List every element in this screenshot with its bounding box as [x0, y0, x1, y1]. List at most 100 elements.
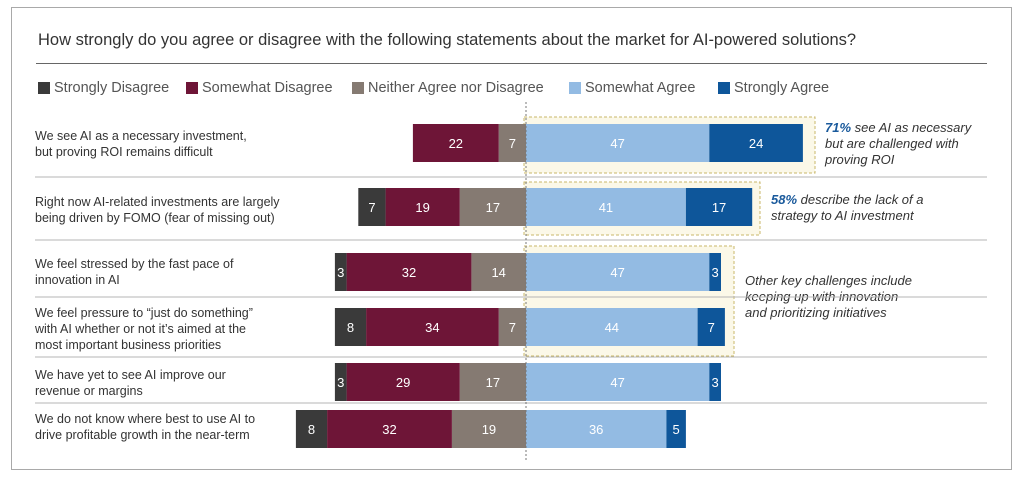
category-label-line: but proving ROI remains difficult	[35, 145, 213, 159]
bar-value-label: 5	[673, 422, 680, 437]
bar-value-label: 7	[368, 200, 375, 215]
bar-value-label: 17	[486, 375, 500, 390]
bar-value-label: 3	[337, 265, 344, 280]
annotation-2: 58% describe the lack of a strategy to AI…	[771, 192, 924, 224]
bar-somewhat-agree	[526, 188, 686, 226]
category-label: We see AI as a necessary investment, but …	[35, 128, 325, 160]
bar-value-label: 7	[708, 320, 715, 335]
category-label-line: with AI whether or not it’s aimed at the	[35, 322, 246, 336]
bar-somewhat-disagree	[346, 253, 472, 291]
bar-value-label: 8	[308, 422, 315, 437]
annotation-line: 58% describe the lack of a	[771, 192, 924, 208]
category-label: We feel pressure to “just do something” w…	[35, 305, 325, 353]
bar-strongly-disagree	[334, 253, 347, 291]
bar-somewhat-agree	[526, 363, 710, 401]
legend-swatch	[352, 82, 364, 94]
annotation-line: proving ROI	[825, 152, 971, 168]
bar-value-label: 32	[382, 422, 396, 437]
bar-neither-agree-nor-disagree	[498, 124, 526, 162]
legend-swatch	[569, 82, 581, 94]
bar-value-label: 29	[396, 375, 410, 390]
bar-neither-agree-nor-disagree	[459, 188, 526, 226]
bar-value-label: 3	[337, 375, 344, 390]
annotation-line: Other key challenges include	[745, 273, 912, 289]
bar-neither-agree-nor-disagree	[451, 410, 526, 448]
bar-somewhat-agree	[526, 253, 710, 291]
category-label-line: drive profitable growth in the near-term	[35, 428, 250, 442]
bar-value-label: 17	[486, 200, 500, 215]
bar-strongly-agree	[709, 124, 803, 162]
bar-value-label: 22	[449, 136, 463, 151]
bar-value-label: 47	[610, 375, 624, 390]
bar-strongly-disagree	[334, 308, 367, 346]
bar-value-label: 47	[610, 265, 624, 280]
legend-label: Somewhat Agree	[585, 80, 696, 96]
annotation-1: 71% see AI as necessary but are challenge…	[825, 120, 971, 168]
chart-title: How strongly do you agree or disagree wi…	[38, 31, 857, 49]
title-divider	[36, 63, 987, 64]
annotation-highlight: 71%	[825, 120, 852, 135]
category-label-line: We feel pressure to “just do something”	[35, 306, 253, 320]
legend-swatch	[186, 82, 198, 94]
annotation-text: but are challenged with	[825, 136, 959, 151]
bar-value-label: 44	[605, 320, 619, 335]
bar-neither-agree-nor-disagree	[471, 253, 526, 291]
bar-somewhat-agree	[526, 308, 698, 346]
annotation-line: strategy to AI investment	[771, 208, 924, 224]
annotation-line: 71% see AI as necessary	[825, 120, 971, 136]
annotation-text: describe the lack of a	[797, 192, 924, 207]
category-label-line: Right now AI-related investments are lar…	[35, 195, 280, 209]
category-label-line: most important business priorities	[35, 338, 222, 352]
bar-value-label: 14	[491, 265, 505, 280]
bar-somewhat-disagree	[412, 124, 499, 162]
bar-strongly-agree	[697, 308, 725, 346]
annotation-line: but are challenged with	[825, 136, 971, 152]
bar-somewhat-agree	[526, 124, 710, 162]
annotation-text: see AI as necessary	[851, 120, 972, 135]
legend-label: Strongly Disagree	[54, 80, 170, 96]
bar-somewhat-disagree	[366, 308, 499, 346]
bar-value-label: 19	[482, 422, 496, 437]
bar-value-label: 24	[749, 136, 763, 151]
bar-value-label: 17	[712, 200, 726, 215]
category-label-line: We feel stressed by the fast pace of	[35, 257, 234, 271]
bar-somewhat-disagree	[385, 188, 460, 226]
annotation-line: and prioritizing initiatives	[745, 305, 912, 321]
category-label-line: We have yet to see AI improve our	[35, 368, 226, 382]
annotation-highlight: 58%	[771, 192, 798, 207]
category-label-line: revenue or margins	[35, 384, 143, 398]
legend-label: Neither Agree nor Disagree	[368, 80, 544, 96]
bar-neither-agree-nor-disagree	[498, 308, 526, 346]
bar-strongly-agree	[709, 363, 721, 401]
category-label-line: innovation in AI	[35, 273, 120, 287]
bar-neither-agree-nor-disagree	[459, 363, 526, 401]
legend-label: Strongly Agree	[734, 80, 830, 96]
bar-strongly-disagree	[334, 363, 347, 401]
bar-somewhat-agree	[526, 410, 667, 448]
bar-value-label: 41	[599, 200, 613, 215]
bar-value-label: 19	[415, 200, 429, 215]
bar-value-label: 7	[509, 320, 516, 335]
category-label: We feel stressed by the fast pace of inno…	[35, 256, 325, 288]
bar-value-label: 7	[509, 136, 516, 151]
bar-strongly-disagree	[295, 410, 328, 448]
category-label: Right now AI-related investments are lar…	[35, 194, 325, 226]
bar-strongly-agree	[666, 410, 686, 448]
annotation-text: and prioritizing initiatives	[745, 305, 887, 320]
legend-swatch	[718, 82, 730, 94]
bar-value-label: 3	[712, 265, 719, 280]
annotation-text: strategy to AI investment	[771, 208, 914, 223]
annotation-text: proving ROI	[825, 152, 895, 167]
bar-value-label: 34	[425, 320, 439, 335]
bar-value-label: 36	[589, 422, 603, 437]
annotation-text: Other key challenges include	[745, 273, 912, 288]
bar-somewhat-disagree	[327, 410, 452, 448]
bar-strongly-agree	[685, 188, 753, 226]
bar-somewhat-disagree	[346, 363, 460, 401]
category-label-line: We do not know where best to use AI to	[35, 412, 256, 426]
bar-value-label: 47	[610, 136, 624, 151]
category-label-line: being driven by FOMO (fear of missing ou…	[35, 211, 275, 225]
legend-label: Somewhat Disagree	[202, 80, 333, 96]
bar-strongly-agree	[709, 253, 721, 291]
